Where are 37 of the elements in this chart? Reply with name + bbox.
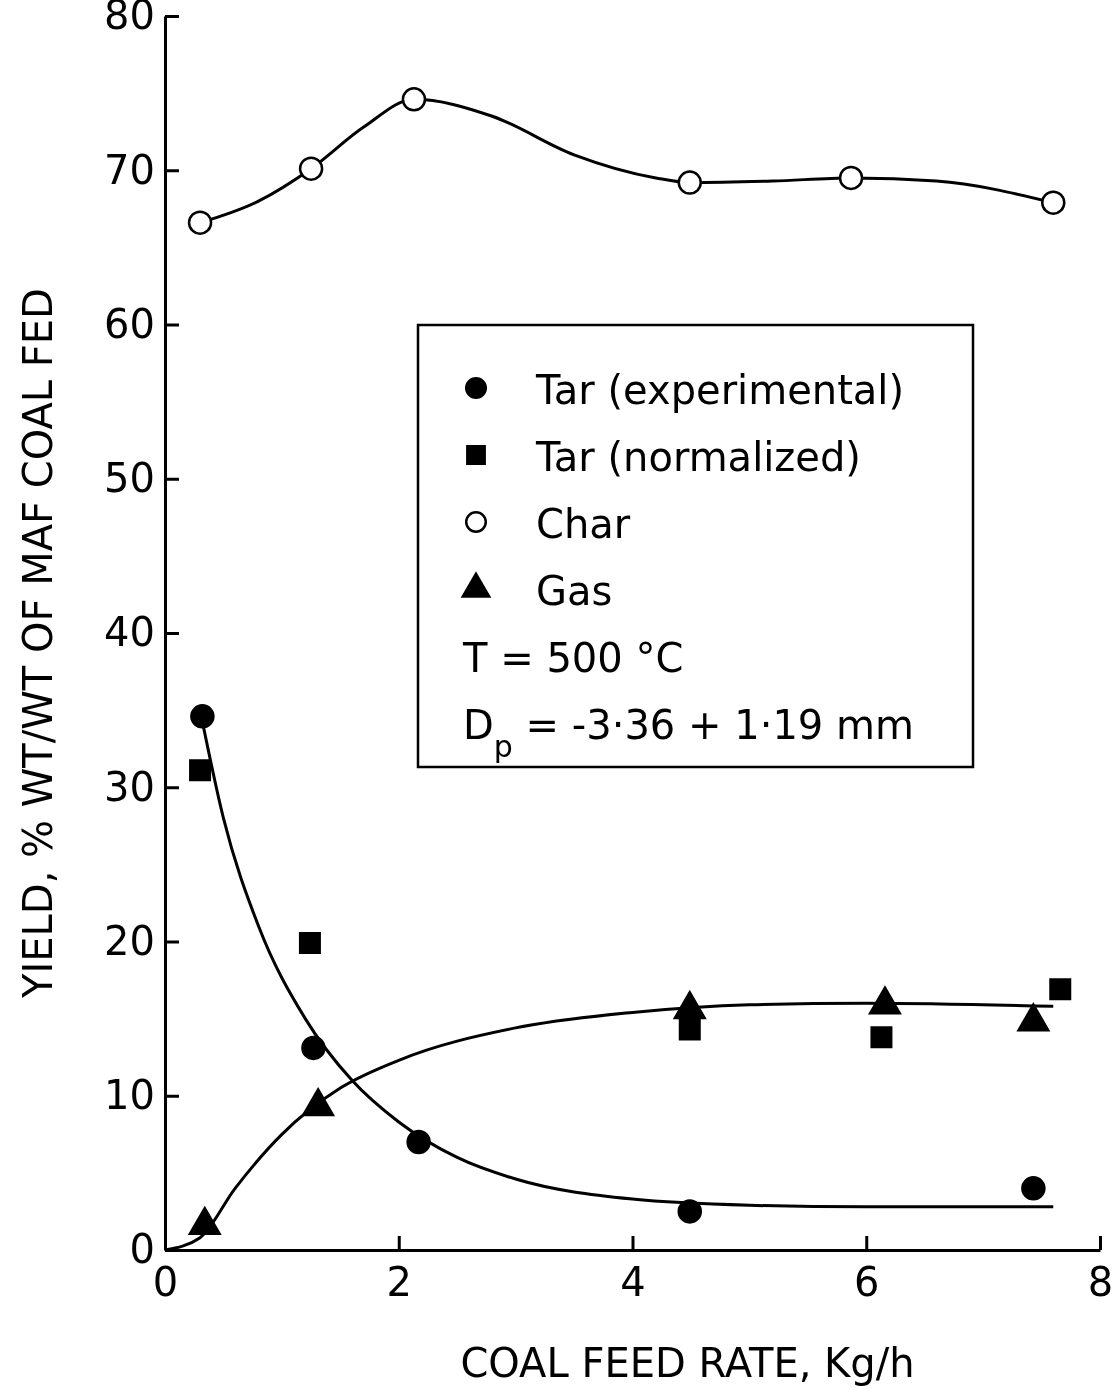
annotation: T = 500 °C xyxy=(462,635,684,681)
y-axis-title: YIELD, % WT/WT OF MAF COAL FED xyxy=(15,288,61,999)
y-tick-label: 30 xyxy=(104,763,155,810)
point xyxy=(870,1026,893,1049)
y-tick-label: 80 xyxy=(104,0,155,39)
point xyxy=(189,759,212,782)
point xyxy=(838,165,864,191)
point xyxy=(677,1199,703,1224)
point xyxy=(301,1035,326,1061)
point xyxy=(298,932,321,955)
point xyxy=(190,704,215,729)
x-tick-label: 4 xyxy=(620,1259,646,1306)
point xyxy=(677,170,703,195)
legend-label: Tar (normalized) xyxy=(535,434,861,480)
legend-label: Tar (experimental) xyxy=(535,367,905,413)
y-tick-label: 10 xyxy=(104,1072,155,1119)
legend-label: Gas xyxy=(536,568,613,614)
point xyxy=(1049,978,1072,1001)
y-tick-label: 20 xyxy=(104,917,155,964)
x-axis-title: COAL FEED RATE, Kg/h xyxy=(460,1340,915,1386)
point xyxy=(1021,1176,1046,1201)
x-tick-label: 6 xyxy=(854,1259,880,1306)
y-tick-label: 60 xyxy=(104,300,155,347)
x-tick-label: 2 xyxy=(386,1259,412,1306)
x-tick-label: 8 xyxy=(1087,1259,1114,1306)
point xyxy=(1041,190,1066,215)
point xyxy=(187,210,213,235)
point xyxy=(298,156,324,181)
point xyxy=(406,1129,431,1155)
y-tick-label: 40 xyxy=(104,609,155,656)
y-tick-label: 70 xyxy=(104,146,155,193)
point xyxy=(401,87,427,112)
point xyxy=(678,1018,701,1041)
y-tick-label: 50 xyxy=(104,455,155,502)
legend-label: Char xyxy=(536,501,631,547)
y-tick-label: 0 xyxy=(129,1226,155,1273)
annotation: D$_{p}$ = -3·36 + 1·19 mm xyxy=(463,702,914,764)
